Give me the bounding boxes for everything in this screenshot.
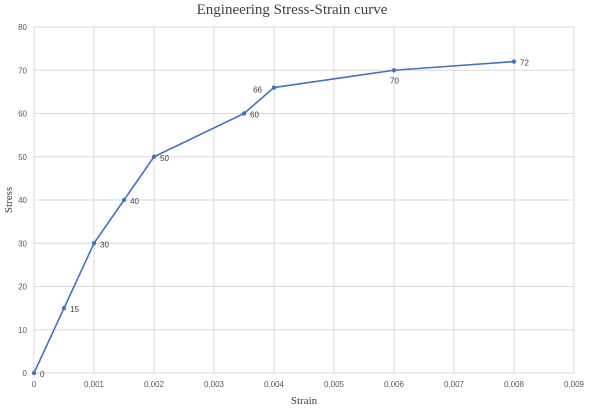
y-axis-label: Stress	[3, 187, 15, 213]
x-tick-label: 0.009	[564, 380, 585, 389]
y-tick-label: 50	[18, 153, 27, 162]
data-point	[271, 85, 277, 90]
data-point	[31, 370, 37, 376]
data-labels: 0 15 30 40 50 60 66 70 72	[40, 59, 529, 379]
data-label: 72	[520, 59, 529, 68]
x-tick-label: 0.005	[324, 380, 345, 389]
x-tick-label: 0.001	[84, 380, 105, 389]
series-layer	[31, 59, 517, 376]
y-tick-label: 10	[18, 326, 27, 335]
data-label: 50	[160, 154, 169, 163]
data-label: 60	[250, 111, 259, 120]
data-label: 30	[100, 240, 109, 249]
data-label: 0	[40, 370, 45, 379]
data-point	[61, 305, 67, 311]
x-tick-label: 0	[32, 380, 37, 389]
data-point	[91, 241, 97, 246]
x-tick-label: 0.003	[204, 380, 225, 389]
x-tick-label: 0.007	[444, 380, 465, 389]
y-tick-label: 70	[18, 66, 27, 75]
chart-title: Engineering Stress-Strain curve	[197, 2, 388, 18]
data-point	[151, 154, 157, 159]
axis-ticks: 0 10 20 30 40 50 60 70 80 0 0.001 0.002 0.003 0.004 0.…	[18, 23, 584, 389]
y-tick-label: 30	[18, 239, 27, 248]
data-label: 15	[70, 305, 79, 314]
x-tick-label: 0.004	[264, 380, 285, 389]
x-tick-label: 0.008	[504, 380, 525, 389]
x-axis-label: Strain	[291, 395, 318, 407]
data-label: 40	[130, 197, 139, 206]
y-tick-label: 80	[18, 23, 27, 32]
grid	[33, 26, 575, 374]
data-label: 66	[253, 86, 262, 95]
x-tick-label: 0.002	[144, 380, 165, 389]
y-tick-label: 40	[18, 196, 27, 205]
y-tick-label: 0	[23, 369, 28, 378]
data-point	[391, 68, 397, 73]
x-tick-label: 0.006	[384, 380, 405, 389]
data-point	[511, 59, 517, 64]
data-point	[121, 197, 127, 203]
data-label: 70	[390, 76, 399, 85]
data-point	[241, 111, 247, 116]
y-tick-label: 20	[18, 283, 27, 292]
y-tick-label: 60	[18, 110, 27, 119]
